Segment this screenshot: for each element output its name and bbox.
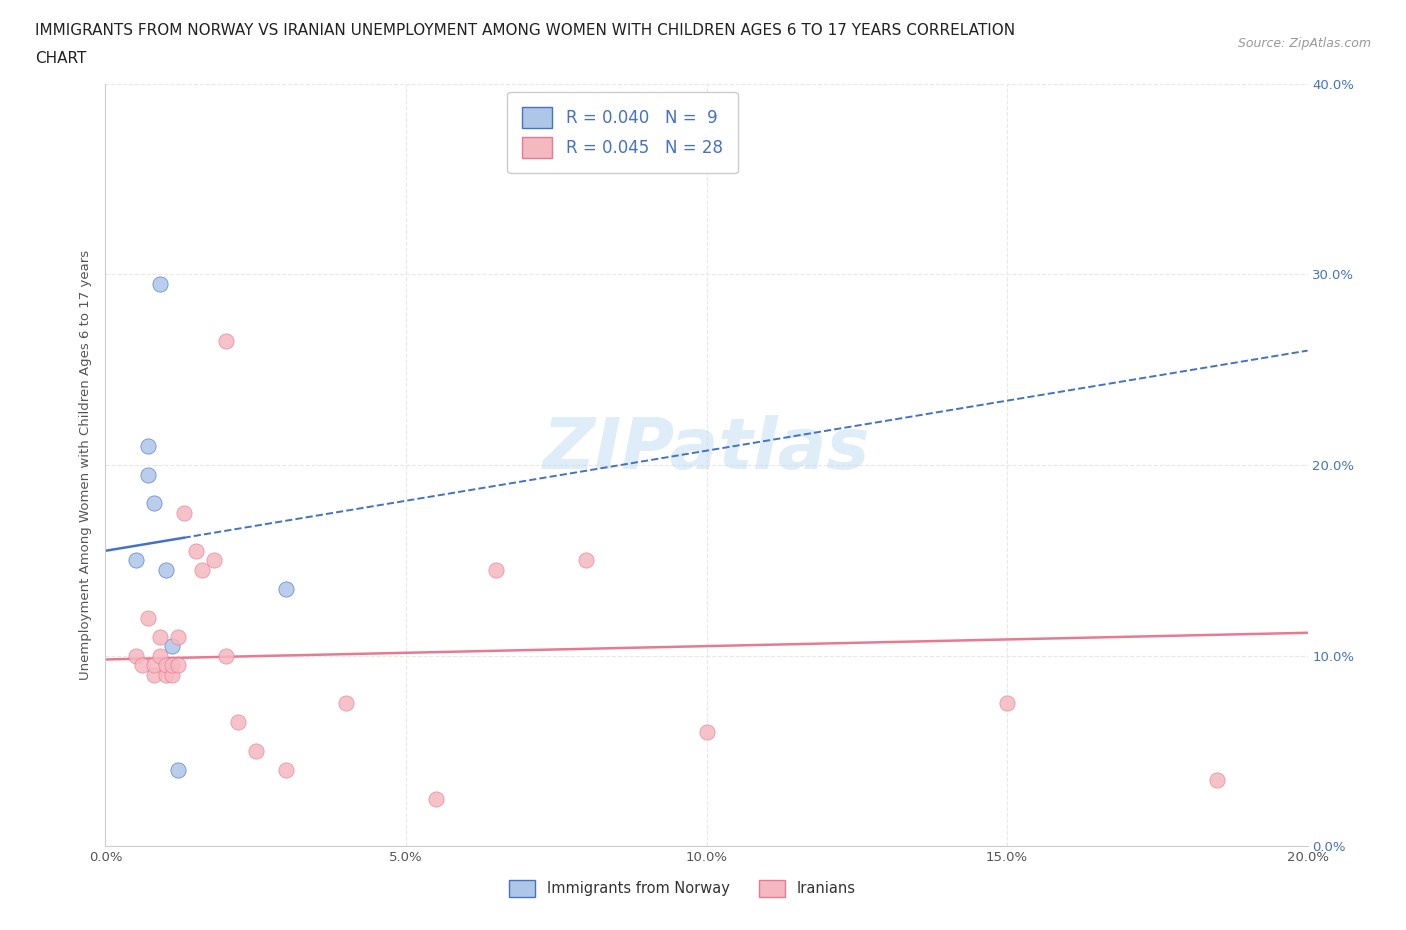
Point	[214, 334, 236, 349]
Point	[124, 553, 146, 568]
Point	[274, 763, 297, 777]
Point	[148, 648, 170, 663]
Point	[136, 439, 159, 454]
Point	[166, 630, 188, 644]
Point	[274, 581, 297, 596]
Point	[184, 543, 207, 558]
Legend: Immigrants from Norway, Iranians: Immigrants from Norway, Iranians	[502, 872, 863, 904]
Text: IMMIGRANTS FROM NORWAY VS IRANIAN UNEMPLOYMENT AMONG WOMEN WITH CHILDREN AGES 6 : IMMIGRANTS FROM NORWAY VS IRANIAN UNEMPL…	[35, 23, 1015, 38]
Point	[148, 630, 170, 644]
Point	[173, 505, 195, 520]
Point	[160, 668, 183, 683]
Point	[136, 610, 159, 625]
Point	[190, 563, 212, 578]
Point	[155, 563, 177, 578]
Point	[226, 715, 249, 730]
Point	[335, 696, 357, 711]
Y-axis label: Unemployment Among Women with Children Ages 6 to 17 years: Unemployment Among Women with Children A…	[79, 250, 93, 680]
Point	[1206, 772, 1229, 787]
Point	[575, 553, 598, 568]
Point	[995, 696, 1018, 711]
Point	[160, 658, 183, 672]
Text: Source: ZipAtlas.com: Source: ZipAtlas.com	[1237, 37, 1371, 50]
Point	[160, 639, 183, 654]
Point	[142, 668, 165, 683]
Point	[485, 563, 508, 578]
Point	[136, 467, 159, 482]
Point	[142, 658, 165, 672]
Point	[155, 658, 177, 672]
Point	[245, 744, 267, 759]
Point	[425, 791, 447, 806]
Point	[214, 648, 236, 663]
Point	[696, 724, 718, 739]
Point	[155, 668, 177, 683]
Point	[166, 763, 188, 777]
Point	[166, 658, 188, 672]
Text: CHART: CHART	[35, 51, 87, 66]
Point	[202, 553, 225, 568]
Point	[148, 276, 170, 291]
Point	[124, 648, 146, 663]
Point	[131, 658, 153, 672]
Text: ZIPatlas: ZIPatlas	[543, 416, 870, 485]
Point	[142, 496, 165, 511]
